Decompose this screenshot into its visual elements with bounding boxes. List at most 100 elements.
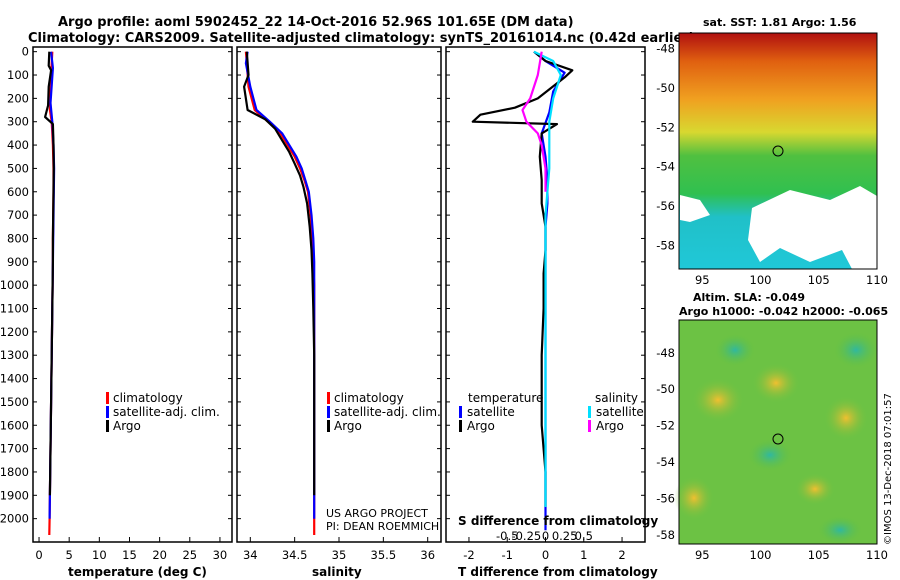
x-tick-label: 36: [420, 548, 435, 562]
x-tick-label: 20: [152, 548, 167, 562]
series-climatology: [244, 51, 316, 535]
x-tick-label: 15: [122, 548, 137, 562]
sla-high-anomaly: [795, 473, 835, 505]
legend-label-satellite: satellite-adj. clim.: [113, 405, 220, 419]
temperature-x-ticks: 0 5 10 15 20 25 30: [33, 51, 232, 562]
difference-legend: temperature salinity satellite Argo sate…: [459, 391, 644, 433]
sst-map: [678, 32, 878, 270]
x-tick-label: 35: [332, 548, 347, 562]
map-lat-tick-label: -54: [656, 455, 675, 469]
series-argo: [43, 51, 55, 496]
sla-low-anomaly: [834, 332, 878, 368]
depth-tick-label: 1600: [0, 418, 29, 432]
depth-tick-label: 100: [7, 68, 29, 82]
map-lat-tick-label: -48: [656, 346, 675, 360]
map-lon-tick-label: 110: [866, 273, 888, 287]
map-lat-tick-label: -58: [656, 238, 675, 252]
t-difference-axis-label: T difference from climatology: [458, 565, 658, 579]
difference-x-ticks: -2 -1 0 1 2: [446, 51, 645, 562]
depth-tick-label: 1500: [0, 395, 29, 409]
sla-argo-position-marker: [772, 433, 784, 445]
sla-low-anomaly: [818, 516, 862, 544]
legend-swatch-s-argo: [588, 420, 591, 432]
depth-tick-label: 400: [7, 138, 29, 152]
sla-high-anomaly: [674, 476, 714, 520]
sst-map-ticks: 95 100 105 110 -48 -50 -52 -54 -56 -58: [656, 42, 888, 287]
depth-tick-label: 1900: [0, 488, 29, 502]
s-tick-label: 0: [542, 529, 549, 543]
sla-map: [674, 319, 878, 545]
depth-tick-label: 300: [7, 115, 29, 129]
legend-label-s-satellite: satellite: [596, 405, 644, 419]
sla-high-anomaly: [824, 396, 868, 440]
legend-label-t-argo: Argo: [467, 419, 495, 433]
legend-swatch-satellite: [106, 406, 109, 418]
series-temperature-argo: [471, 50, 574, 507]
legend-title-salinity: salinity: [595, 391, 638, 405]
map-lat-tick-label: -52: [656, 120, 675, 134]
map-lon-tick-label: 95: [695, 273, 710, 287]
x-tick-label: -1: [501, 548, 512, 562]
temperature-panel-frame: [32, 46, 233, 543]
depth-tick-label: 2000: [0, 512, 29, 526]
legend-label-climatology: climatology: [113, 391, 183, 405]
series-argo: [243, 51, 316, 496]
sla-map-ticks: 95 100 105 110 -48 -50 -52 -54 -56 -58: [656, 346, 888, 562]
pi-credit: PI: DEAN ROEMMICH: [326, 520, 439, 533]
depth-tick-label: 500: [7, 161, 29, 175]
x-tick-label: 0: [35, 548, 42, 562]
imos-stamp: ©IMOS 13-Dec-2018 07:01:57: [883, 393, 894, 545]
legend-swatch-climatology: [327, 392, 330, 404]
series-salinity-argo: [521, 51, 547, 192]
depth-tick-label: 1400: [0, 372, 29, 386]
map-lat-tick-label: -54: [656, 160, 675, 174]
series-salinity-satellite: [533, 50, 562, 507]
legend-label-t-satellite: satellite: [467, 405, 515, 419]
map-lon-tick-label: 105: [808, 273, 830, 287]
salinity-x-ticks: 34 34.5 35 35.5 36: [237, 51, 441, 562]
depth-tick-label: 700: [7, 208, 29, 222]
legend-swatch-satellite: [327, 406, 330, 418]
sst-map-frame: [678, 32, 878, 270]
s-tick-label: 0.5: [575, 529, 593, 543]
legend-swatch-climatology: [106, 392, 109, 404]
depth-tick-label: 1000: [0, 278, 29, 292]
salinity-difference-ticks: -0.5-0.25 0 0.250.5: [496, 529, 593, 543]
map-lat-tick-label: -50: [656, 382, 675, 396]
sst-argo-position-marker: [772, 145, 784, 157]
legend-swatch-t-argo: [459, 420, 462, 432]
x-tick-label: 0: [542, 548, 549, 562]
x-tick-label: 34: [243, 548, 258, 562]
sla-low-anomaly: [748, 439, 792, 471]
x-tick-label: 10: [92, 548, 107, 562]
depth-axis: 0 100 200 300 400 500 600 700 800 900 1000 1100 1200…: [0, 45, 29, 526]
map-lat-tick-label: -50: [656, 81, 675, 95]
legend-label-argo: Argo: [334, 419, 362, 433]
map-lon-tick-label: 100: [750, 548, 772, 562]
depth-tick-label: 1200: [0, 325, 29, 339]
x-tick-label: 5: [66, 548, 73, 562]
legend-label-satellite: satellite-adj. clim.: [334, 405, 441, 419]
sla-high-anomaly: [692, 378, 744, 422]
sla-map-title1: Altim. SLA: -0.049: [693, 291, 805, 304]
salinity-axis-label: salinity: [312, 565, 362, 579]
depth-tick-label: 1100: [0, 302, 29, 316]
depth-tick-label: 600: [7, 185, 29, 199]
map-lat-tick-label: -58: [656, 528, 675, 542]
legend-label-climatology: climatology: [334, 391, 404, 405]
depth-tick-label: 200: [7, 91, 29, 105]
map-lat-tick-label: -56: [656, 199, 675, 213]
s-tick-label: -0.5: [496, 529, 518, 543]
figure-title-line2: Climatology: CARS2009. Satellite-adjuste…: [28, 31, 695, 46]
sst-map-title: sat. SST: 1.81 Argo: 1.56: [703, 16, 857, 29]
depth-tick-label: 1300: [0, 348, 29, 362]
map-lat-tick-label: -48: [656, 42, 675, 56]
depth-tick-label: 800: [7, 231, 29, 245]
legend-swatch-s-satellite: [588, 406, 591, 418]
sla-high-anomaly: [752, 363, 800, 403]
legend-label-argo: Argo: [113, 419, 141, 433]
series-satellite-adj-clim-: [244, 51, 316, 519]
depth-tick-label: 900: [7, 255, 29, 269]
sst-missing-data-west: [680, 195, 710, 222]
